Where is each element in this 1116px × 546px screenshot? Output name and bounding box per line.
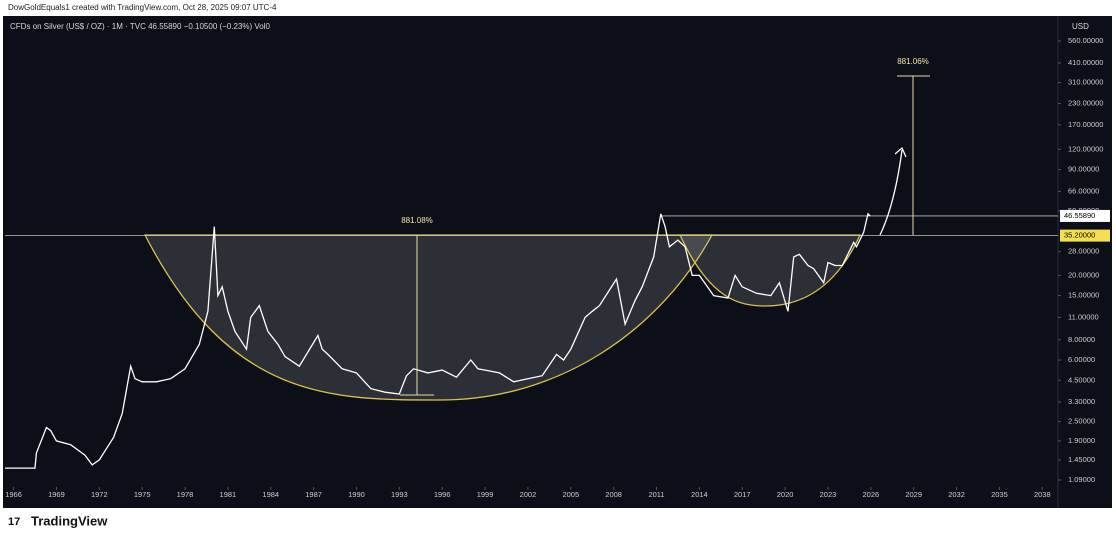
y-tick-label: 66.00000 [1068,186,1099,195]
annotation: 881.08% [401,216,433,225]
y-tick-label: 1.45000 [1068,455,1095,464]
cup-shape [143,234,714,401]
x-tick-label: 1984 [262,490,279,499]
price-box [1060,209,1110,222]
x-tick-label: 2023 [820,490,837,499]
x-tick-label: 1966 [5,490,22,499]
x-tick-label: 1969 [48,490,65,499]
projection-arrow [879,146,907,236]
price-box [1060,229,1110,242]
chart-layer: 560.00000 410.00000 310.00000 230.00000 170.… [5,36,1110,499]
x-tick-label: 1972 [91,490,108,499]
y-tick-label: 15.00000 [1068,291,1099,300]
y-tick-label: 4.50000 [1068,375,1095,384]
x-tick-label: 2002 [520,490,537,499]
x-tick-label: 2005 [562,490,579,499]
x-tick-label: 2026 [862,490,879,499]
x-tick-label: 2020 [777,490,794,499]
x-tick-label: 2029 [905,490,922,499]
x-tick-label: 2011 [648,490,664,499]
x-tick-label: 2014 [691,490,708,499]
y-tick-label: 2.50000 [1068,417,1095,426]
y-tick-label: 20.00000 [1068,270,1099,279]
x-tick-label: 1996 [434,490,451,499]
x-tick-label: 2035 [991,490,1008,499]
y-tick-label: 120.00000 [1068,144,1103,153]
y-tick-label: 11.00000 [1068,312,1099,321]
y-tick-label: 310.00000 [1068,78,1103,87]
y-tick-label: 1.09000 [1068,475,1095,484]
price-line [5,212,871,469]
x-tick-label: 1987 [305,490,322,499]
price-label: 46.55890 [1064,211,1095,220]
x-tick-label: 1975 [134,490,151,499]
y-tick-label: 6.00000 [1068,355,1095,364]
logo-mark: 17 [8,516,20,528]
annotation: 881.06% [897,57,929,66]
y-tick-label: 230.00000 [1068,99,1103,108]
price-label: 35.20000 [1064,231,1095,240]
y-tick-label: 170.00000 [1068,120,1103,129]
chart-title: CFDs on Silver (US$ / OZ) · 1M · TVC 46.… [10,22,271,31]
x-tick-label: 2017 [734,490,751,499]
x-tick-label: 2032 [948,490,965,499]
x-tick-label: 2008 [605,490,622,499]
y-tick-label: 560.00000 [1068,36,1103,45]
y-tick-label: 90.00000 [1068,165,1099,174]
y-axis-label: USD [1072,22,1089,31]
y-tick-label: 8.00000 [1068,335,1095,344]
x-tick-label: 1978 [177,490,194,499]
y-tick-label: 1.90000 [1068,436,1095,445]
handle-shape [678,234,862,307]
y-tick-label: 3.30000 [1068,397,1095,406]
x-tick-label: 1990 [348,490,365,499]
x-tick-label: 1981 [220,490,237,499]
chart-background [3,16,1112,508]
x-tick-label: 1993 [391,490,408,499]
x-tick-label: 2038 [1034,490,1051,499]
y-tick-label: 410.00000 [1068,58,1103,67]
header: DowGoldEquals1 created with TradingView.… [8,3,277,12]
brand: TradingView [31,513,108,528]
x-tick-label: 1999 [477,490,494,499]
y-tick-label: 28.00000 [1068,247,1099,256]
